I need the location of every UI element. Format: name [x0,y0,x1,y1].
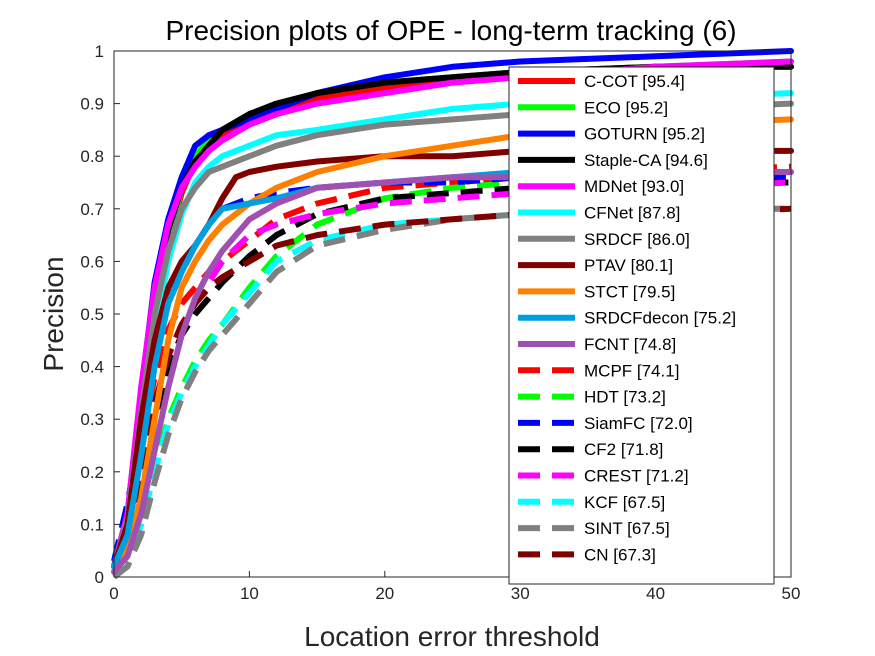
y-tick-label: 0.8 [80,147,104,166]
legend-label: CN [67.3] [584,545,656,564]
tick-layer: 0 10 20 30 40 50 0 0.1 0.2 0.3 0.4 0.5 0.6 0.7 0.8 0.9 1 [80,42,800,603]
x-axis-label: Location error threshold [304,621,600,652]
series-line-cf2 [111,179,791,574]
plot-frame [113,50,792,578]
legend-label: FCNT [74.8] [584,335,676,354]
y-tick-label: 0.2 [80,463,104,482]
y-tick-label: 0.1 [80,515,104,534]
legend-label: C-COT [95.4] [584,72,685,91]
legend-label: MCPF [74.1] [584,361,679,380]
series-line-stct [111,116,794,570]
legend-box [508,66,775,585]
series-line-fcnt [111,169,794,575]
legend-label: CF2 [71.8] [584,440,663,459]
x-tick-label: 30 [511,584,530,603]
legend-label: CREST [71.2] [584,467,689,486]
legend-label: ECO [95.2] [584,98,668,117]
series-line-srdcf [111,100,794,570]
legend-label: SiamFC [72.0] [584,414,693,433]
series-layer [111,48,794,580]
legend-label: PTAV [80.1] [584,256,673,275]
x-tick-label: 50 [782,584,801,603]
y-tick-label: 0.6 [80,252,104,271]
y-tick-label: 1 [95,42,104,61]
y-tick-label: 0.5 [80,305,104,324]
legend-label: HDT [73.2] [584,388,666,407]
series-line-cn [111,205,792,568]
y-tick-label: 0.7 [80,200,104,219]
legend-label: MDNet [93.0] [584,177,684,196]
x-tick-label: 0 [109,584,118,603]
chart-title: Precision plots of OPE - long-term track… [165,15,736,46]
legend-label: SRDCFdecon [75.2] [584,309,736,328]
x-tick-label: 20 [375,584,394,603]
y-tick-label: 0.3 [80,410,104,429]
x-tick-label: 40 [646,584,665,603]
series-line-mdnet [111,58,794,570]
legend-label: KCF [67.5] [584,493,665,512]
y-tick-label: 0.4 [80,358,104,377]
y-tick-label: 0 [95,568,104,587]
legend-label: STCT [79.5] [584,282,675,301]
y-axis-label: Precision [38,256,69,371]
legend-label: SINT [67.5] [584,519,670,538]
legend: C-COT [95.4] ECO [95.2] GOTURN [95.2] Stapl… [508,66,775,585]
series-line-ptav [111,147,794,570]
legend-label: Staple-CA [94.6] [584,151,708,170]
legend-label: SRDCF [86.0] [584,230,690,249]
legend-label: CFNet [87.8] [584,204,680,223]
legend-label: GOTURN [95.2] [584,125,705,144]
x-tick-label: 10 [240,584,259,603]
y-tick-label: 0.9 [80,95,104,114]
